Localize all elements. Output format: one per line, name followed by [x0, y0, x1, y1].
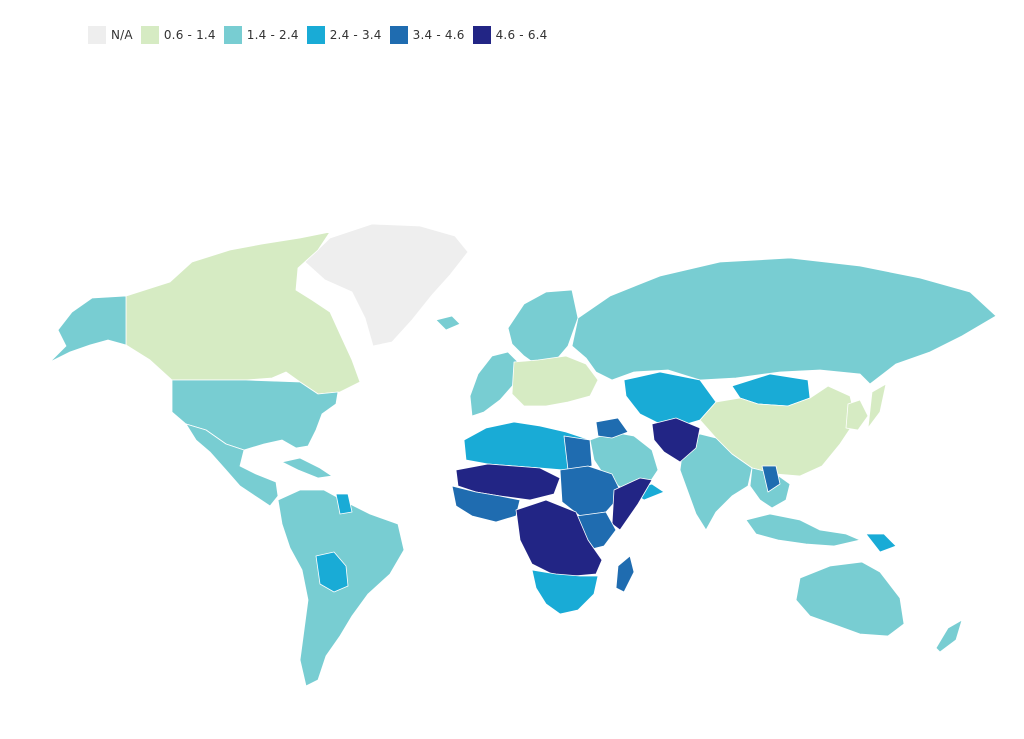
iceland[interactable]	[435, 315, 461, 331]
egypt[interactable]	[563, 435, 593, 471]
legend-item[interactable]: 1.4 - 2.4	[223, 26, 299, 44]
legend-swatch	[389, 26, 408, 44]
southern-africa[interactable]	[531, 569, 599, 615]
legend-swatch	[472, 26, 491, 44]
greenland[interactable]	[304, 223, 469, 347]
scandinavia[interactable]	[507, 289, 579, 367]
guyana-suriname[interactable]	[335, 493, 353, 515]
legend-label: N/A	[111, 28, 133, 42]
legend: N/A 0.6 - 1.4 1.4 - 2.4 2.4 - 3.4 3.4 - 4.6 4…	[88, 25, 556, 45]
legend-label: 1.4 - 2.4	[246, 28, 299, 42]
kazakhstan-central-asia[interactable]	[623, 371, 717, 427]
central-africa[interactable]	[515, 499, 603, 577]
afghanistan-pakistan[interactable]	[651, 417, 701, 463]
papua-new-guinea[interactable]	[865, 533, 897, 553]
legend-item[interactable]: 3.4 - 4.6	[389, 26, 465, 44]
legend-item[interactable]: 4.6 - 6.4	[472, 26, 548, 44]
alaska[interactable]	[49, 295, 127, 363]
central-eastern-europe[interactable]	[511, 355, 599, 407]
legend-swatch	[140, 26, 159, 44]
iraq-syria[interactable]	[595, 417, 629, 439]
india[interactable]	[679, 433, 753, 531]
legend-label: 4.6 - 6.4	[495, 28, 548, 42]
korea-japan[interactable]	[845, 383, 887, 431]
indonesia[interactable]	[745, 513, 861, 547]
legend-label: 0.6 - 1.4	[163, 28, 216, 42]
west-africa[interactable]	[451, 485, 521, 523]
legend-label: 2.4 - 3.4	[329, 28, 382, 42]
australia[interactable]	[795, 561, 905, 637]
indochina-accent[interactable]	[761, 465, 781, 493]
bolivia[interactable]	[315, 551, 349, 593]
legend-item[interactable]: 0.6 - 1.4	[140, 26, 216, 44]
sahel[interactable]	[455, 463, 561, 501]
russia[interactable]	[571, 257, 997, 385]
legend-swatch	[306, 26, 325, 44]
mexico-central-america[interactable]	[185, 423, 279, 507]
legend-item[interactable]: N/A	[88, 26, 133, 44]
legend-swatch	[223, 26, 242, 44]
madagascar[interactable]	[615, 555, 635, 593]
legend-label: 3.4 - 4.6	[412, 28, 465, 42]
caribbean[interactable]	[281, 457, 333, 479]
legend-item[interactable]: 2.4 - 3.4	[306, 26, 382, 44]
new-zealand[interactable]	[935, 619, 963, 653]
legend-swatch	[88, 26, 106, 44]
